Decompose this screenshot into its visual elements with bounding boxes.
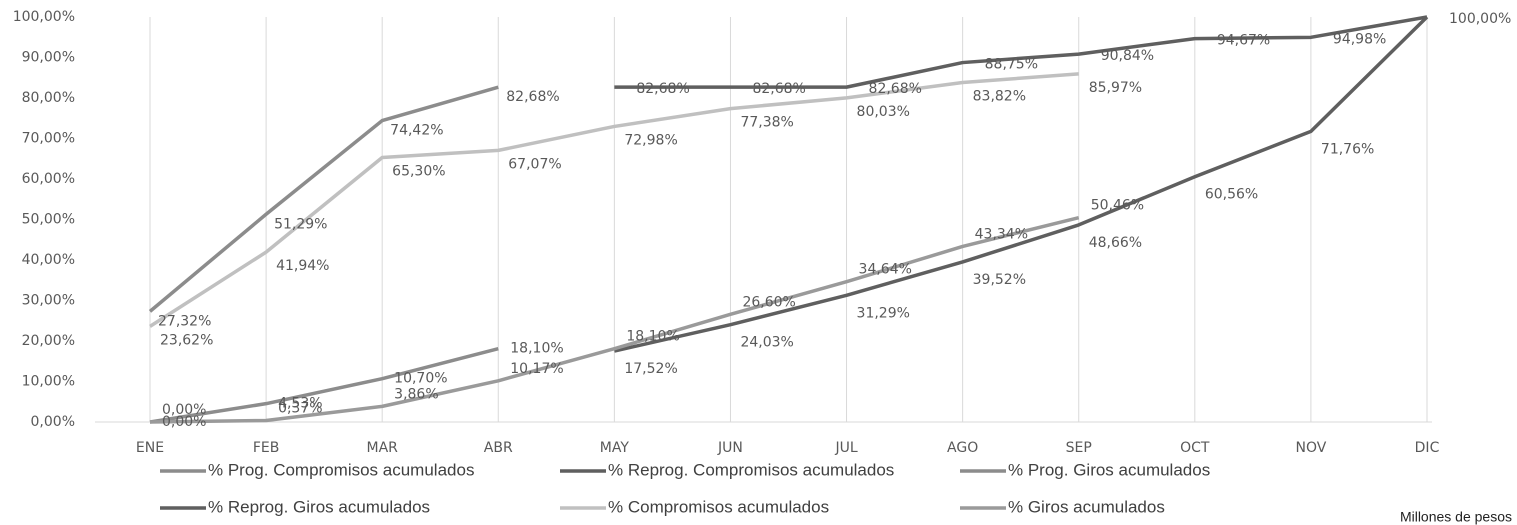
data-label: 82,68%	[506, 89, 559, 105]
data-label: 18,10%	[510, 341, 563, 357]
data-label: 0,37%	[278, 401, 322, 417]
data-label: 100,00%	[1449, 11, 1511, 27]
legend: % Prog. Compromisos acumulados % Reprog. …	[160, 460, 1210, 516]
y-tick-label: 70,00%	[22, 131, 75, 147]
x-tick-label: FEB	[253, 440, 280, 456]
data-label: 60,56%	[1205, 187, 1258, 203]
y-tick-label: 50,00%	[22, 212, 75, 228]
data-label: 94,67%	[1217, 33, 1270, 49]
series-line	[148, 85, 499, 313]
data-label: 48,66%	[1089, 235, 1142, 251]
data-label: 41,94%	[276, 258, 329, 274]
data-label: 43,34%	[975, 226, 1028, 242]
data-label: 10,17%	[510, 361, 563, 377]
x-tick-label: ABR	[484, 440, 513, 456]
data-label: 90,84%	[1101, 48, 1154, 64]
legend-label: % Prog. Giros acumulados	[1008, 460, 1210, 479]
data-label: 0,00%	[162, 402, 206, 418]
data-label: 65,30%	[392, 164, 445, 180]
lines	[148, 15, 1429, 424]
data-label: 72,98%	[624, 132, 677, 148]
series-line	[613, 15, 1429, 353]
data-label: 3,86%	[394, 386, 438, 402]
x-tick-label: JUL	[834, 440, 857, 456]
x-tick-label: NOV	[1295, 440, 1326, 456]
y-tick-label: 100,00%	[13, 9, 75, 25]
x-tick-label: AGO	[947, 440, 978, 456]
data-label: 39,52%	[973, 272, 1026, 288]
data-label: 34,64%	[859, 262, 912, 278]
data-label: 71,76%	[1321, 141, 1374, 157]
note: Millones de pesos	[1400, 509, 1512, 525]
data-label: 82,68%	[636, 81, 689, 97]
data-label: 0,00%	[162, 414, 206, 430]
data-label: 94,98%	[1333, 31, 1386, 47]
data-label: 31,29%	[857, 305, 910, 321]
grid: 0,00% 10,00% 20,00% 30,00% 40,00% 50,00% 60,00…	[13, 9, 1440, 456]
data-label: 26,60%	[742, 294, 795, 310]
legend-label: % Reprog. Compromisos acumulados	[608, 460, 894, 479]
data-label: 85,97%	[1089, 80, 1142, 96]
series-line	[149, 215, 1080, 424]
y-tick-label: 10,00%	[22, 374, 75, 390]
data-label: 50,46%	[1091, 198, 1144, 214]
data-label: 18,10%	[626, 329, 679, 345]
data-label: 17,52%	[624, 361, 677, 377]
data-label: 83,82%	[973, 89, 1026, 105]
legend-label: % Giros acumulados	[1008, 497, 1165, 516]
data-label: 82,68%	[752, 81, 805, 97]
x-tick-label: SEP	[1066, 440, 1092, 456]
labels: 27,32% 51,29% 74,42% 82,68% 82,68% 82,68% 82,6…	[158, 11, 1511, 430]
x-tick-label: MAR	[366, 440, 398, 456]
data-label: 77,38%	[740, 115, 793, 131]
series-line	[614, 15, 1428, 89]
x-tick-label: DIC	[1415, 440, 1440, 456]
x-tick-label: ENE	[136, 440, 164, 456]
data-label: 80,03%	[857, 104, 910, 120]
data-label: 24,03%	[740, 335, 793, 351]
data-label: 67,07%	[508, 156, 561, 172]
series-line	[149, 72, 1079, 328]
y-tick-label: 20,00%	[22, 333, 75, 349]
series-line	[149, 347, 499, 424]
legend-label: % Compromisos acumulados	[608, 497, 829, 516]
data-label: 88,75%	[985, 57, 1038, 73]
y-tick-label: 90,00%	[22, 50, 75, 66]
data-label: 23,62%	[160, 332, 213, 348]
y-tick-label: 30,00%	[22, 293, 75, 309]
y-tick-label: 40,00%	[22, 252, 75, 268]
y-tick-label: 0,00%	[31, 414, 75, 430]
data-label: 4,53%	[278, 396, 322, 412]
x-tick-label: MAY	[600, 440, 630, 456]
data-label: 82,68%	[869, 81, 922, 97]
y-tick-label: 60,00%	[22, 171, 75, 187]
y-tick-label: 80,00%	[22, 90, 75, 106]
data-label: 27,32%	[158, 313, 211, 329]
data-label: 74,42%	[390, 123, 443, 139]
legend-label: % Prog. Compromisos acumulados	[208, 460, 474, 479]
data-label: 51,29%	[274, 216, 327, 232]
data-label: 10,70%	[394, 371, 447, 387]
x-tick-label: JUN	[717, 440, 743, 456]
legend-label: % Reprog. Giros acumulados	[208, 497, 430, 516]
x-tick-label: OCT	[1180, 440, 1210, 456]
